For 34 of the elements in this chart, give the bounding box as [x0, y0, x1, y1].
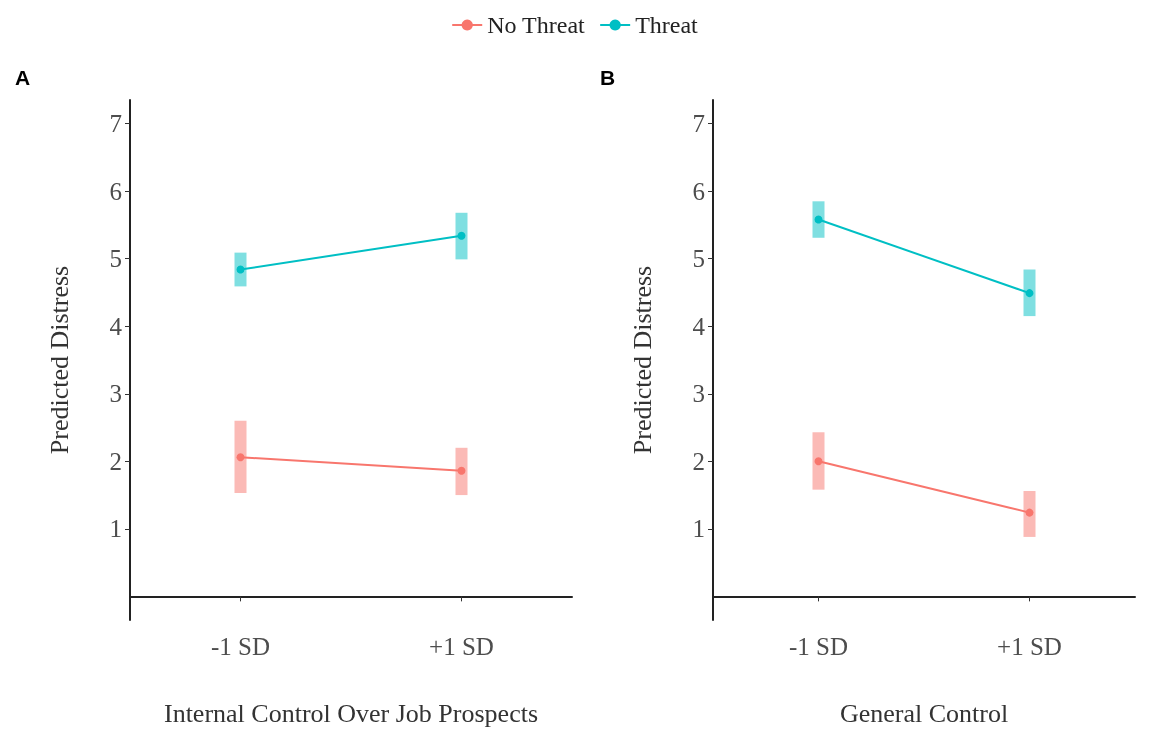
y-tick-label: 5	[109, 245, 122, 273]
y-tick-label: 1	[109, 515, 122, 543]
y-tick-label: 2	[692, 447, 705, 475]
point	[236, 265, 245, 274]
chart-title: A	[15, 66, 31, 89]
legend-label: Threat	[635, 12, 699, 38]
point	[814, 215, 823, 224]
x-tick-label: +1 SD	[997, 633, 1062, 660]
y-tick-label: 6	[109, 177, 122, 205]
y-axis-title: Predicted Distress	[627, 265, 657, 455]
chart-title: B	[600, 66, 616, 89]
y-tick-label: 2	[109, 447, 122, 475]
y-tick-label: 3	[692, 380, 705, 408]
point	[457, 231, 466, 240]
y-tick-label: 7	[109, 110, 122, 138]
y-tick-label: 5	[692, 245, 705, 273]
y-tick-label: 6	[692, 177, 705, 205]
x-tick-label: -1 SD	[210, 633, 271, 660]
point	[1025, 289, 1034, 298]
x-tick-label: +1 SD	[429, 633, 494, 660]
y-tick-label: 7	[692, 110, 705, 138]
y-axis-title: Predicted Distress	[44, 265, 74, 455]
point	[1025, 508, 1034, 517]
y-tick-label: 1	[692, 515, 705, 543]
y-tick-label: 3	[109, 380, 122, 408]
x-axis-title: Internal Control Over Job Prospects	[163, 698, 539, 728]
y-tick-label: 4	[692, 312, 706, 340]
point	[457, 466, 466, 475]
point	[236, 453, 245, 462]
legend-label: No Threat	[487, 12, 586, 38]
x-tick-label: -1 SD	[788, 633, 849, 660]
x-axis-title: General Control	[839, 698, 1009, 728]
point	[814, 457, 823, 466]
y-tick-label: 4	[109, 312, 123, 340]
